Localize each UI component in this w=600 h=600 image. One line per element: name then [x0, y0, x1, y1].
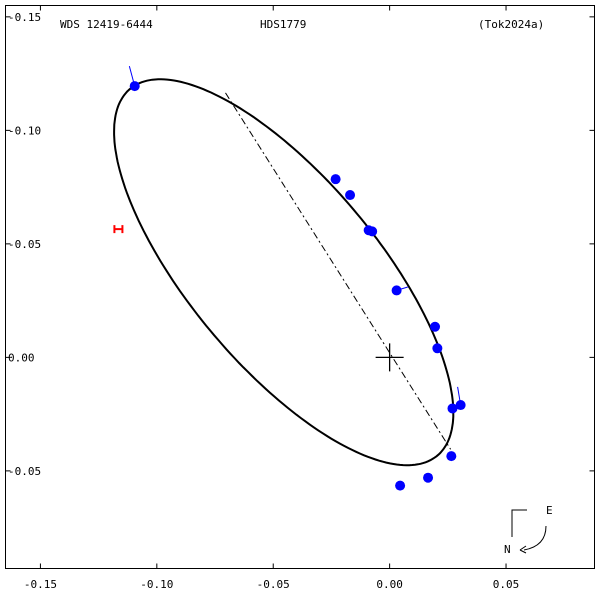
title-right: (Tok2024a): [478, 18, 544, 31]
x-tick-label: 0.05: [493, 578, 520, 591]
line-of-nodes: [225, 92, 452, 450]
y-tick-label: -0.05: [8, 238, 41, 251]
observation-point: [455, 400, 466, 411]
observations-layer: [128, 65, 466, 491]
title-center: HDS1779: [260, 18, 306, 31]
x-tick-label: -0.15: [24, 578, 57, 591]
y-tick-label: -0.10: [8, 124, 41, 137]
x-tick-label: -0.05: [257, 578, 290, 591]
title-left: WDS 12419-6444: [60, 18, 153, 31]
observation-point: [367, 226, 378, 237]
compass-rotation-arrow: [523, 525, 547, 551]
observation-point: [430, 321, 441, 332]
x-tick-label: -0.10: [140, 578, 173, 591]
observation-point: [423, 472, 434, 483]
orbit-layer: [113, 78, 455, 467]
observation-point: [446, 451, 457, 462]
observation-point: [395, 480, 406, 491]
x-tick-label: 0.00: [376, 578, 403, 591]
observation-point: [330, 174, 341, 185]
y-axis-ticks: -0.15 -0.10 -0.05 0.00 -0.05: [5, 11, 595, 478]
observation-point: [345, 190, 356, 201]
x-axis-ticks: -0.15 -0.10 -0.05 0.00 0.05: [24, 5, 520, 591]
compass-east-label: E: [546, 504, 553, 517]
observation-point: [432, 343, 443, 354]
compass-arrowhead: [519, 545, 527, 554]
y-tick-label: -0.05: [8, 465, 41, 478]
compass-frame: [511, 509, 527, 537]
y-tick-label: -0.15: [8, 11, 41, 24]
y-tick-label: 0.00: [8, 351, 35, 364]
observation-point: [129, 81, 140, 92]
plot-frame: [5, 5, 595, 569]
observation-point: [447, 403, 458, 414]
compass-north-label: N: [504, 543, 511, 556]
observation-point: [391, 285, 402, 296]
periastron-marker: [113, 225, 124, 234]
orbit-ellipse: [113, 78, 455, 467]
orientation-compass: E N: [504, 504, 553, 556]
